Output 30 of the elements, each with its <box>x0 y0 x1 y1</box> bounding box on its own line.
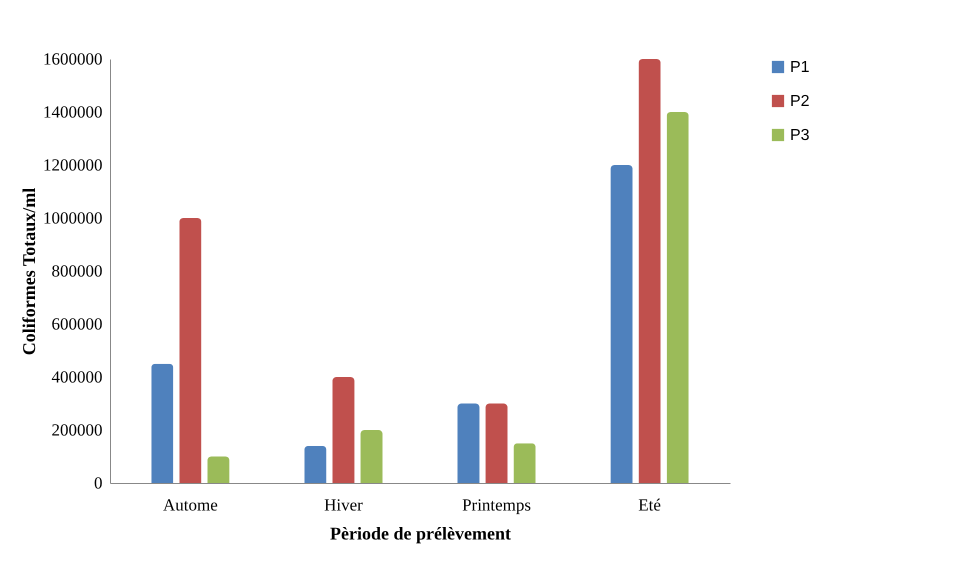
y-tick-label: 200000 <box>52 420 102 440</box>
bar <box>207 456 230 483</box>
bar <box>304 446 326 483</box>
y-tick-label: 0 <box>94 474 102 492</box>
y-tick-label: 600000 <box>52 314 102 334</box>
y-axis-title: Coliformes Totaux/ml <box>19 188 39 356</box>
x-axis-title: Pèriode de prélèvement <box>330 524 511 544</box>
bar <box>151 364 174 483</box>
y-tick-label: 1400000 <box>43 102 102 122</box>
bar <box>332 377 354 483</box>
bar <box>179 218 202 483</box>
bar <box>638 59 661 483</box>
bar <box>486 404 508 483</box>
y-tick-label: 1200000 <box>43 156 102 174</box>
bar <box>457 404 480 483</box>
x-tick-label: Hiver <box>324 496 364 514</box>
x-tick-label: Printemps <box>462 496 532 514</box>
bar <box>360 430 383 483</box>
x-tick-label: Autome <box>162 496 218 514</box>
y-tick-label: 400000 <box>52 368 102 386</box>
legend-label: P2 <box>790 93 810 110</box>
y-tick-label: 1600000 <box>43 50 102 68</box>
legend-label: P1 <box>790 59 810 76</box>
bar <box>610 165 633 483</box>
bar <box>514 443 536 483</box>
bar <box>666 112 689 483</box>
y-tick-label: 1000000 <box>43 208 102 228</box>
legend-label: P3 <box>790 127 810 144</box>
x-tick-label: Eté <box>638 496 661 514</box>
y-tick-label: 800000 <box>52 262 102 280</box>
